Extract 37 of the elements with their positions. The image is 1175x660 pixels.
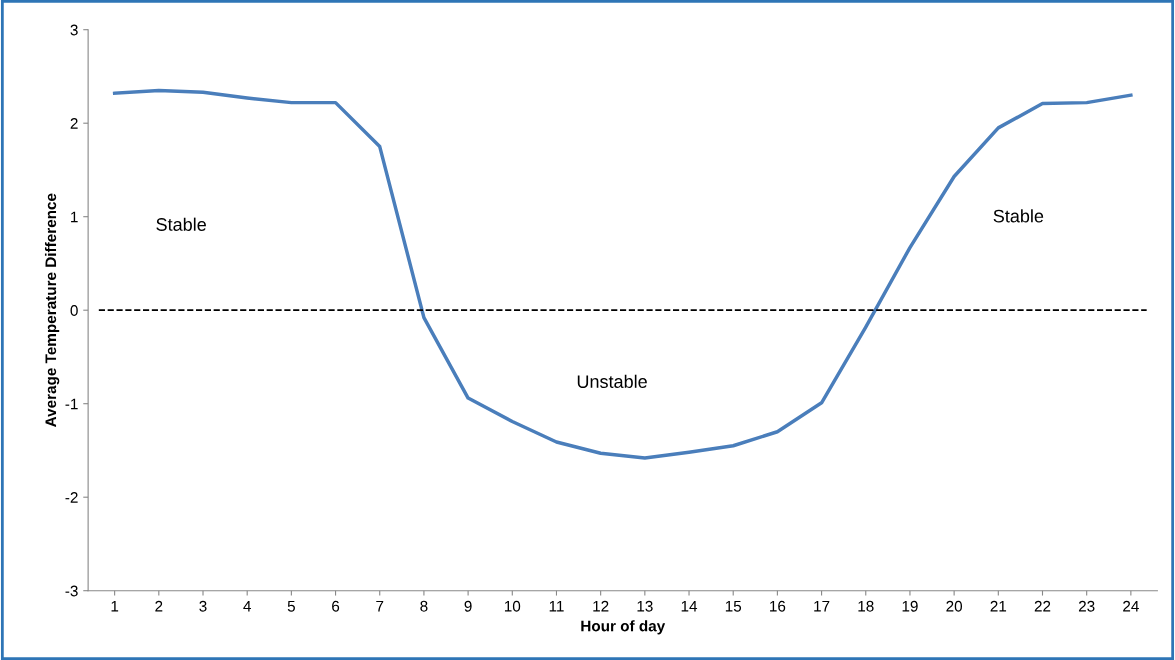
y-tick-label: 3 (70, 24, 78, 36)
y-axis-title: Average Temperature Difference (44, 193, 60, 427)
x-tick-label: 2 (155, 600, 163, 612)
line-series (112, 88, 1133, 460)
y-tick-label: 0 (70, 305, 78, 316)
y-tick-label: 1 (71, 211, 78, 223)
x-tick-label: 9 (464, 600, 472, 612)
x-axis-title: Hour of day (581, 620, 666, 635)
x-tick-label: 20 (946, 600, 963, 612)
x-tick-label: 22 (1034, 600, 1051, 612)
x-tick-label: 19 (902, 600, 918, 612)
x-tick-label: 18 (858, 600, 874, 612)
x-tick-label: 1 (111, 600, 119, 612)
y-tick-label: -1 (65, 398, 78, 410)
x-tick-label: 3 (199, 600, 207, 612)
x-tick-label: 10 (504, 600, 521, 612)
x-tick-label: 24 (1123, 600, 1139, 612)
x-tick-label: 23 (1078, 600, 1095, 612)
x-tick-label: 16 (770, 600, 786, 612)
x-tick-label: 4 (243, 600, 251, 612)
x-tick-label: 6 (332, 600, 340, 612)
x-tick-label: 12 (593, 600, 609, 612)
annotation: Stable (156, 217, 206, 231)
x-tick-label: 21 (990, 600, 1007, 612)
x-tick-label: 8 (420, 600, 428, 612)
y-tick-label: 2 (70, 118, 78, 129)
x-tick-label: 11 (549, 600, 564, 612)
x-tick-label: 17 (814, 600, 830, 612)
x-tick-label: 15 (725, 600, 742, 612)
y-tick-label: -3 (65, 585, 78, 597)
x-tick-label: 7 (376, 600, 384, 612)
annotation: Stable (993, 209, 1044, 223)
x-tick-label: 5 (287, 600, 295, 612)
y-tick-label: -2 (65, 492, 78, 503)
x-tick-label: 14 (681, 600, 698, 612)
x-tick-label: 13 (637, 600, 653, 612)
annotation: Unstable (577, 374, 647, 388)
